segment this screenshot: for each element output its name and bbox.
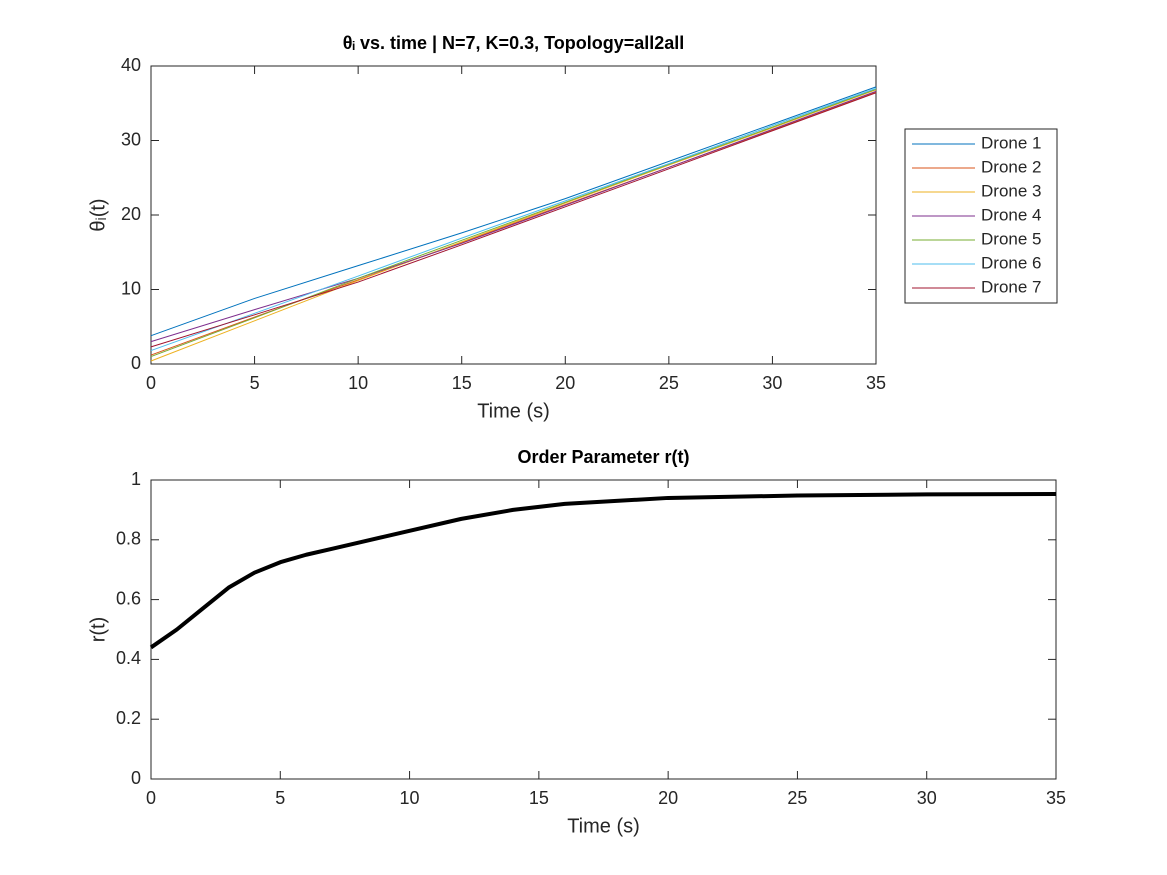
data-line [150,90,877,343]
y-tick-label: 1 [131,469,141,489]
x-tick-label: 20 [555,373,575,393]
y-axis-label: r(t) [87,617,109,643]
x-axis-label: Time (s) [477,400,550,422]
data-line [150,86,877,337]
x-tick-label: 0 [146,373,156,393]
data-line [150,88,877,358]
x-tick-label: 15 [452,373,472,393]
y-tick-label: 0 [131,353,141,373]
y-tick-label: 10 [121,278,141,298]
legend-label: Drone 2 [981,157,1041,176]
x-tick-label: 25 [659,373,679,393]
x-tick-label: 5 [250,373,260,393]
x-tick-label: 30 [762,373,782,393]
x-tick-label: 5 [275,788,285,808]
x-tick-label: 30 [917,788,937,808]
axes: 0 5 10 15 20 25 30 35 0 0.2 0.4 0.6 0.8 1 Order Parame… [87,447,1066,838]
y-tick-label: 30 [121,129,141,149]
data-line [150,89,877,362]
x-tick-label: 25 [787,788,807,808]
data-line [149,492,1057,650]
chart-title: Order Parameter r(t) [517,447,689,467]
y-tick-label: 40 [121,55,141,75]
legend-label: Drone 5 [981,229,1041,248]
x-tick-label: 15 [529,788,549,808]
x-tick-label: 20 [658,788,678,808]
legend-label: Drone 7 [981,277,1041,296]
plot-area [150,479,1057,780]
y-tick-label: 0 [131,768,141,788]
x-tick-label: 35 [866,373,886,393]
x-tick-label: 10 [348,373,368,393]
axes: 0 5 10 15 20 25 30 35 0 10 20 30 40 θᵢ vs. time | N=7… [87,33,1058,422]
y-tick-label: 20 [121,204,141,224]
y-axis-label: θᵢ(t) [87,198,109,231]
y-tick-label: 0.4 [116,648,141,668]
x-tick-label: 35 [1046,788,1066,808]
x-axis-label: Time (s) [567,815,640,837]
x-tick-label: 10 [400,788,420,808]
legend-label: Drone 4 [981,205,1041,224]
x-tick-label: 0 [146,788,156,808]
data-line [150,87,877,352]
chart-title: θᵢ vs. time | N=7, K=0.3, Topology=all2a… [343,33,685,53]
y-tick-label: 0.6 [116,588,141,608]
y-tick-label: 0.8 [116,529,141,549]
legend-label: Drone 1 [981,133,1041,152]
legend-label: Drone 6 [981,253,1041,272]
legend-label: Drone 3 [981,181,1041,200]
data-line [150,92,877,348]
y-tick-label: 0.2 [116,708,141,728]
